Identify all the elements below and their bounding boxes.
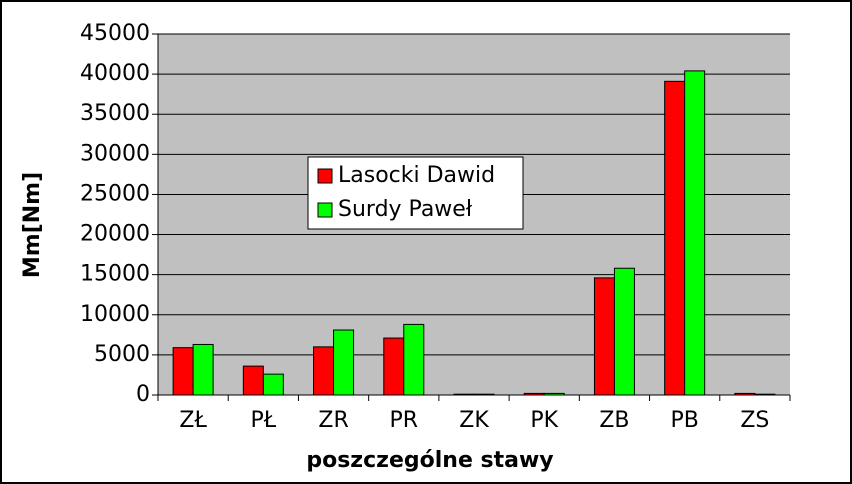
legend-swatch [317,202,333,218]
bar [473,393,495,396]
bar [262,373,284,396]
x-tick-label: ZB [599,408,629,433]
y-tick-label: 30000 [80,141,150,166]
x-tick-label: PŁ [251,408,277,433]
bar [242,365,264,396]
y-tick-label: 20000 [80,222,150,247]
bar [192,343,214,396]
bar [453,393,475,396]
legend-swatch [317,168,333,184]
legend-label: Surdy Paweł [338,197,473,222]
y-tick-label: 25000 [80,181,150,206]
bar [664,80,686,396]
bar [734,392,756,396]
y-tick-label: 5000 [94,342,150,367]
x-tick-label: PK [530,408,558,433]
bar [403,323,425,396]
x-tick-label: PR [389,408,418,433]
x-tick-label: ZR [318,408,348,433]
bar [383,337,405,396]
bar [523,392,545,396]
legend-box [307,156,524,230]
bar [333,329,355,396]
x-tick-label: ZS [740,408,769,433]
x-tick-label: PB [670,408,698,433]
bar [172,347,194,396]
x-axis-label: poszczególne stawy [306,448,553,473]
y-tick-label: 35000 [80,101,150,126]
y-tick-label: 0 [136,382,150,407]
x-tick-label: ZŁ [179,408,207,433]
y-tick-label: 10000 [80,302,150,327]
bar [754,393,776,396]
bar [684,70,706,396]
bar [313,346,335,396]
bar [543,392,565,396]
x-tick-label: ZK [459,408,489,433]
y-tick-label: 40000 [80,61,150,86]
y-tick-label: 15000 [80,262,150,287]
y-tick-label: 45000 [80,21,150,46]
y-axis-label: Mm[Nm] [20,172,45,278]
bar [613,267,635,396]
legend-label: Lasocki Dawid [338,163,495,188]
bar [593,277,615,396]
